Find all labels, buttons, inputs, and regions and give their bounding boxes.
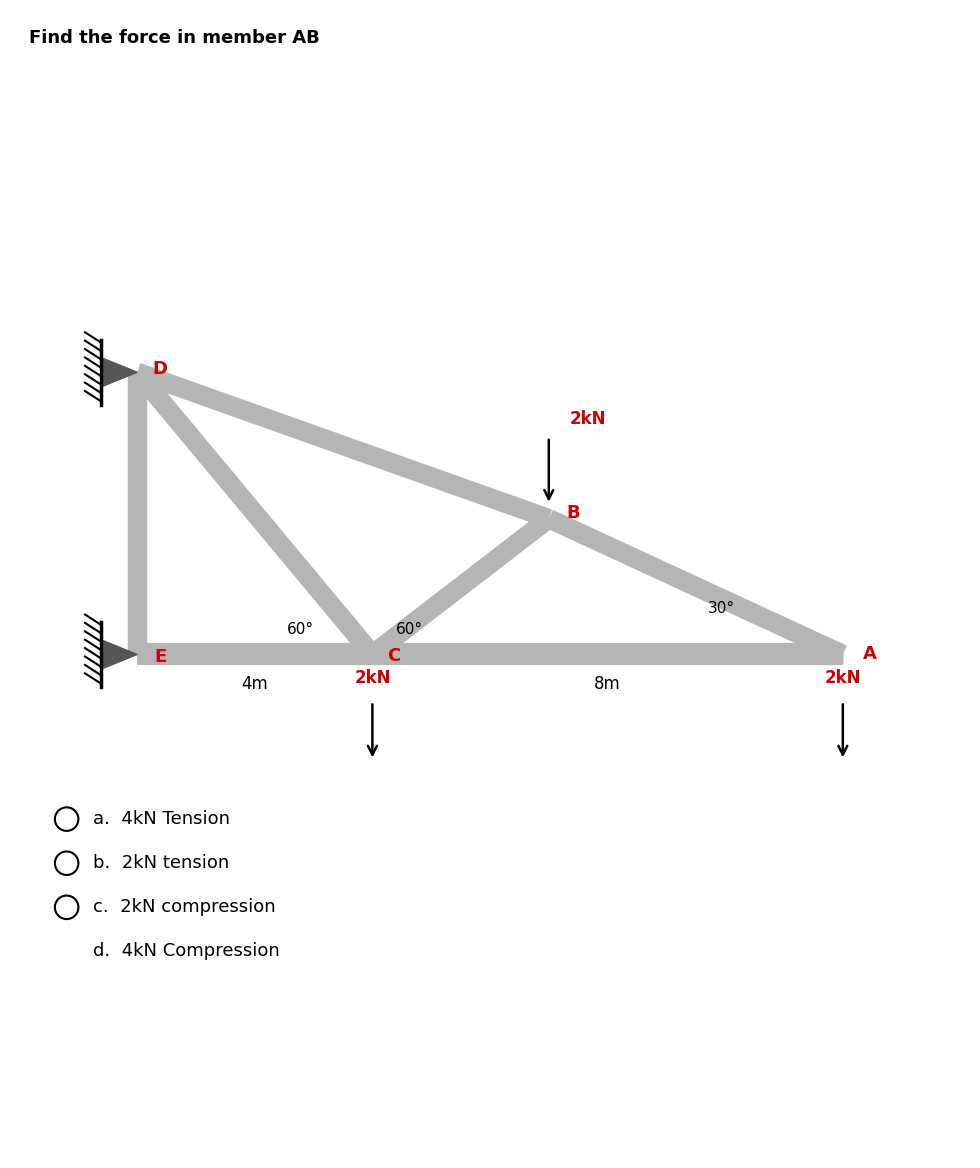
Polygon shape	[102, 640, 137, 669]
Text: b.  2kN tension: b. 2kN tension	[93, 854, 229, 872]
Text: d.  4kN Compression: d. 4kN Compression	[93, 943, 280, 960]
Text: 8m: 8m	[594, 675, 621, 693]
Text: 2kN: 2kN	[569, 410, 606, 429]
Text: Find the force in member AB: Find the force in member AB	[29, 29, 320, 47]
Text: 60°: 60°	[286, 621, 314, 637]
Text: C: C	[387, 647, 401, 665]
Text: 4m: 4m	[241, 675, 269, 693]
Text: 2kN: 2kN	[354, 669, 391, 687]
Text: c.  2kN compression: c. 2kN compression	[93, 898, 275, 917]
Text: a.  4kN Tension: a. 4kN Tension	[93, 811, 230, 828]
Polygon shape	[102, 357, 137, 387]
Text: A: A	[863, 646, 877, 663]
Text: D: D	[152, 360, 167, 378]
Text: B: B	[566, 503, 580, 522]
Text: 60°: 60°	[396, 621, 423, 637]
Text: 30°: 30°	[708, 602, 735, 617]
Text: E: E	[155, 648, 167, 667]
Text: 2kN: 2kN	[824, 669, 861, 687]
